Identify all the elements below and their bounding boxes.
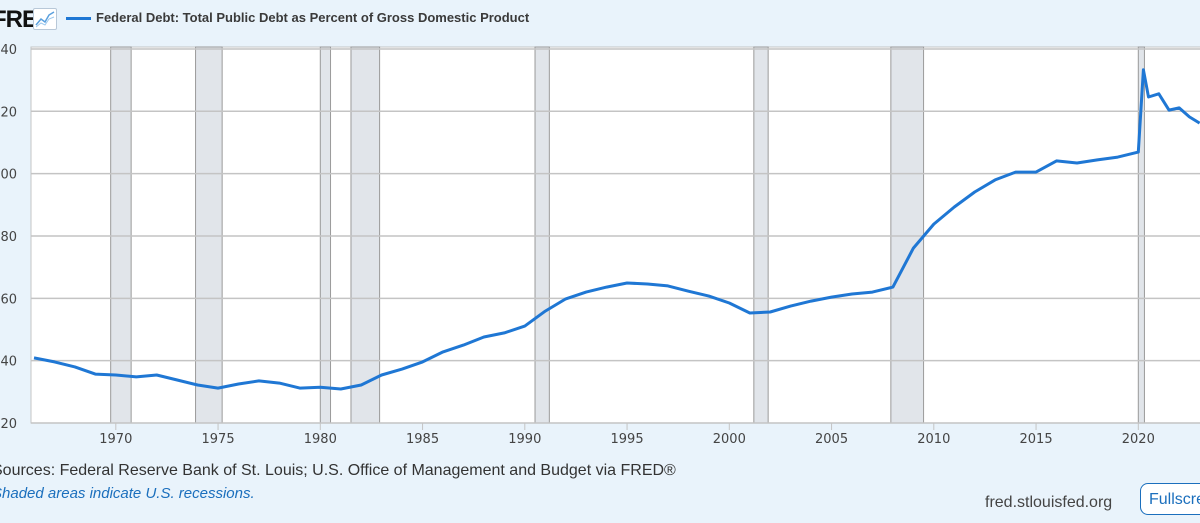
y-tick-label: 60 bbox=[0, 292, 17, 307]
y-tick-label: 20 bbox=[0, 417, 17, 432]
y-tick-label: 20 bbox=[0, 105, 17, 120]
chart-header: FRED Federal Debt: Total Public Debt as … bbox=[0, 0, 1200, 38]
x-tick-label: 1990 bbox=[508, 432, 541, 447]
recession-band bbox=[534, 46, 550, 424]
x-tick-label: 1975 bbox=[202, 432, 235, 447]
chart-title: Federal Debt: Total Public Debt as Perce… bbox=[96, 10, 530, 25]
x-tick-label: 2005 bbox=[815, 432, 848, 447]
recession-note: Shaded areas indicate U.S. recessions. bbox=[0, 485, 255, 502]
recession-band bbox=[350, 46, 381, 424]
x-tick-label: 1995 bbox=[611, 432, 644, 447]
x-tick-label: 2000 bbox=[713, 432, 746, 447]
recession-band bbox=[319, 46, 332, 424]
legend-line-swatch bbox=[66, 17, 91, 20]
y-tick-label: 40 bbox=[0, 355, 17, 370]
x-tick-label: 2020 bbox=[1122, 432, 1155, 447]
x-tick-label: 1985 bbox=[406, 432, 439, 447]
recession-band bbox=[890, 46, 925, 424]
recession-band bbox=[110, 46, 132, 424]
site-url[interactable]: fred.stlouisfed.org bbox=[985, 494, 1113, 511]
y-tick-label: 80 bbox=[0, 230, 17, 245]
line-chart-icon bbox=[33, 8, 57, 30]
fullscreen-button[interactable]: Fullscreen bbox=[1140, 483, 1200, 515]
y-tick-label: 00 bbox=[0, 168, 17, 183]
y-tick-label: 40 bbox=[0, 43, 17, 58]
x-tick-label: 1970 bbox=[99, 432, 132, 447]
x-tick-label: 1980 bbox=[304, 432, 337, 447]
x-tick-label: 2010 bbox=[917, 432, 950, 447]
recession-band bbox=[753, 46, 769, 424]
x-tick-label: 2015 bbox=[1020, 432, 1053, 447]
line-chart[interactable]: 20 40 60 80 00 20 40 1970 1975 1980 1985 1990 1995 2… bbox=[0, 0, 1200, 460]
recession-band bbox=[195, 46, 223, 424]
sources-text: Sources: Federal Reserve Bank of St. Lou… bbox=[0, 462, 676, 479]
series-line[interactable] bbox=[33, 68, 1200, 391]
